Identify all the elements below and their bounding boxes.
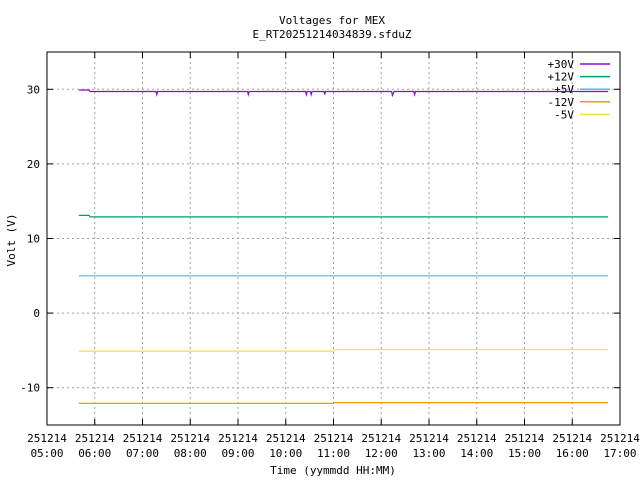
x-tick-label-date: 251214 [409,432,449,445]
chart-subtitle: E_RT20251214034839.sfduZ [253,28,412,41]
chart-title: Voltages for MEX [279,14,385,27]
x-tick-label-date: 251214 [170,432,210,445]
y-axis-label: Volt (V) [5,214,18,267]
x-tick-label-date: 251214 [123,432,163,445]
x-axis-label: Time (yymmdd HH:MM) [270,464,396,477]
grid [47,52,620,425]
x-tick-label-time: 12:00 [365,447,398,460]
legend-label: +5V [554,83,574,96]
legend: +30V+12V+5V-12V-5V [548,58,610,121]
x-tick-label-time: 09:00 [221,447,254,460]
y-tick-label: -10 [20,382,40,395]
legend-label: -5V [554,108,574,121]
x-tick-label-time: 14:00 [460,447,493,460]
x-tick-label-time: 10:00 [269,447,302,460]
series-line-30Vv [78,89,609,98]
y-tick-label: 10 [27,233,40,246]
legend-label: +12V [548,71,575,84]
y-tick-label: 20 [27,158,40,171]
x-tick-label-date: 251214 [361,432,401,445]
x-tick-label-date: 251214 [314,432,354,445]
x-tick-label-time: 15:00 [508,447,541,460]
x-tick-label-time: 16:00 [556,447,589,460]
x-tick-label-time: 17:00 [603,447,636,460]
x-tick-label-date: 251214 [552,432,592,445]
x-tick-label-time: 05:00 [30,447,63,460]
x-tick-label-time: 13:00 [412,447,445,460]
x-tick-label-date: 251214 [505,432,545,445]
x-tick-label-date: 251214 [75,432,115,445]
series-line-12Vv [78,214,609,218]
series-line-5Vv [78,349,609,352]
x-tick-label-time: 06:00 [78,447,111,460]
y-tick-label: 0 [33,307,40,320]
x-tick-label-date: 251214 [266,432,306,445]
series-line-12Vv [78,402,609,404]
legend-label: -12V [548,96,575,109]
y-tick-label: 30 [27,83,40,96]
x-tick-label-time: 07:00 [126,447,159,460]
series-group [78,89,609,404]
x-tick-label-date: 251214 [27,432,67,445]
x-tick-label-time: 11:00 [317,447,350,460]
x-tick-label-date: 251214 [457,432,497,445]
x-tick-label-time: 08:00 [174,447,207,460]
x-tick-label-date: 251214 [218,432,258,445]
legend-label: +30V [548,58,575,71]
ticks: 251214 05:00 251214 06:00 251214 07:00 251214 0… [20,52,640,460]
x-tick-label-date: 251214 [600,432,640,445]
